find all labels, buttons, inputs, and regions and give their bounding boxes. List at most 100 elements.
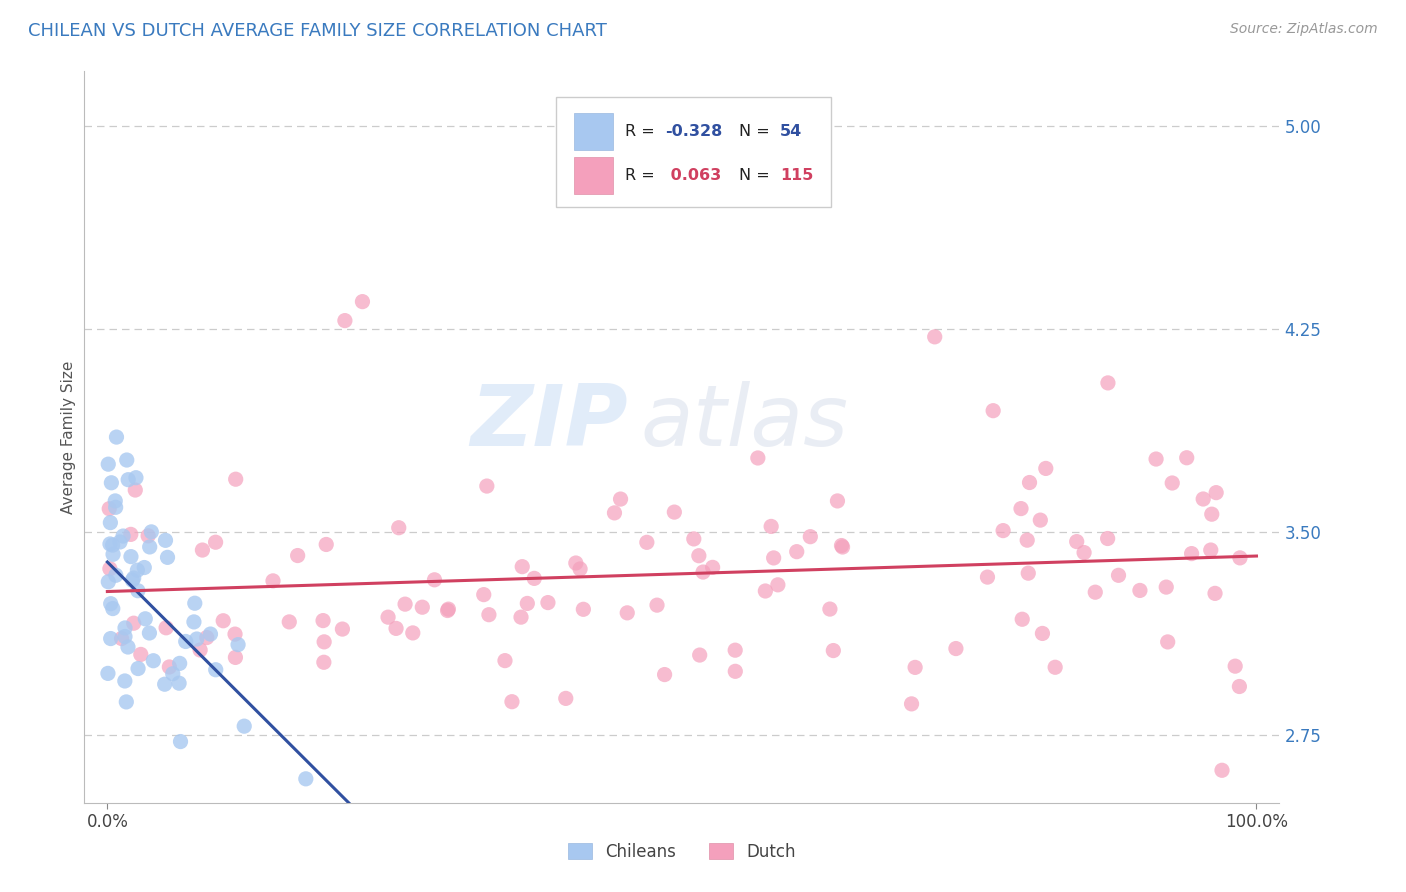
Point [1161,475,1184,490]
Point [105,430,128,444]
Point [747,450,769,465]
Point [1084,585,1107,599]
Point [134,560,156,574]
Point [315,537,337,551]
Point [1108,568,1130,582]
Point [762,550,785,565]
Point [169,657,191,671]
Point [1010,501,1032,516]
Point [991,524,1014,538]
Point [129,648,152,662]
Point [799,530,821,544]
Point [1031,626,1053,640]
Point [100,632,122,646]
Point [174,634,197,648]
Point [169,734,191,748]
Point [1018,475,1040,490]
Point [104,494,127,508]
Point [225,472,247,486]
Point [98,501,121,516]
Point [724,643,747,657]
Text: 0.063: 0.063 [665,168,721,183]
Point [394,597,416,611]
Text: atlas: atlas [640,381,848,464]
Point [831,539,853,553]
Point [120,549,142,564]
Point [112,529,135,543]
Point [981,403,1004,417]
Point [786,544,808,558]
FancyBboxPatch shape [557,97,831,207]
Point [157,660,180,674]
Point [141,524,163,539]
Text: -0.328: -0.328 [665,124,723,139]
Point [104,568,127,582]
Point [554,691,576,706]
Point [823,643,845,657]
Point [766,578,789,592]
Point [314,635,336,649]
Point [654,667,676,681]
Point [924,330,946,344]
Point [516,596,538,610]
Point [603,506,626,520]
Point [689,648,711,662]
Point [645,598,668,612]
Point [332,622,354,636]
Text: R =: R = [624,168,659,183]
Point [125,471,148,485]
Point [475,479,498,493]
Point [127,563,149,577]
Text: R =: R = [624,124,659,139]
Point [162,666,184,681]
Point [1205,485,1227,500]
FancyBboxPatch shape [575,157,613,194]
Text: ZIP: ZIP [471,381,628,464]
Point [312,614,335,628]
Point [1192,491,1215,506]
Point [97,666,120,681]
Point [155,533,177,548]
Point [1097,376,1119,390]
Point [1157,635,1180,649]
Point [1199,543,1222,558]
Point [682,532,704,546]
Point [510,610,533,624]
Point [945,641,967,656]
Point [312,655,335,669]
Point [167,676,190,690]
Point [117,473,139,487]
Point [1073,545,1095,559]
Point [97,574,120,589]
Point [1017,566,1039,581]
Point [333,313,356,327]
Point [572,602,595,616]
Point [1229,550,1251,565]
Point [200,627,222,641]
Point [1154,580,1177,594]
Point [101,538,124,552]
Text: N =: N = [740,124,775,139]
Point [436,603,458,617]
Point [1043,660,1066,674]
Point [702,560,724,574]
Point [226,638,249,652]
Text: Source: ZipAtlas.com: Source: ZipAtlas.com [1230,22,1378,37]
Point [1066,534,1088,549]
Point [98,516,121,530]
Point [153,677,176,691]
Point [278,615,301,629]
Point [1011,612,1033,626]
Point [1201,507,1223,521]
Point [101,601,124,615]
Y-axis label: Average Family Size: Average Family Size [60,360,76,514]
Point [1129,583,1152,598]
Point [377,610,399,624]
Text: N =: N = [740,168,775,183]
Point [510,559,533,574]
Point [100,597,122,611]
Point [134,612,156,626]
Point [127,583,149,598]
Point [1144,452,1167,467]
Point [127,661,149,675]
